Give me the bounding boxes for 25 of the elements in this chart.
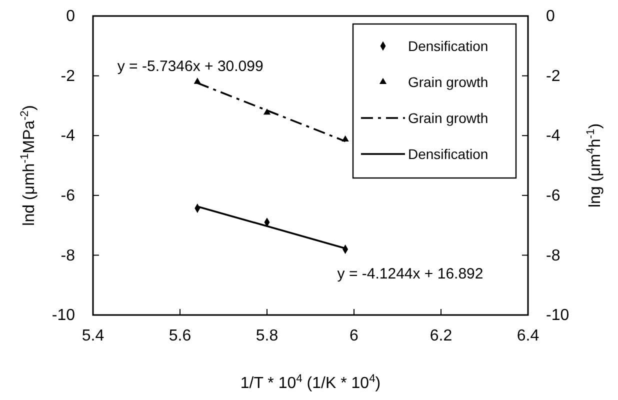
y2-tick-label: 0 (546, 8, 555, 26)
y-tick-label: -6 (60, 188, 76, 205)
y-tick-label: 0 (66, 8, 76, 26)
y-tick-label: -4 (60, 128, 76, 145)
annotation: y = -5.7346x + 30.099 (117, 58, 264, 75)
x-tick-label: 5.4 (82, 327, 104, 344)
y2-tick-label: -4 (546, 128, 560, 145)
legend-label: Grain growth (408, 110, 488, 126)
annotation: y = -4.1244x + 16.892 (337, 265, 484, 282)
legend-label: Grain growth (408, 74, 488, 90)
y-tick-label: -2 (60, 68, 76, 85)
y-tick-label: -10 (52, 307, 76, 324)
y2-tick-label: -2 (546, 68, 560, 85)
y2-tick-label: -10 (546, 307, 570, 324)
y-tick-label: -8 (60, 247, 76, 264)
x-tick-label: 6 (350, 327, 359, 344)
x-tick-label: 5.6 (168, 327, 192, 344)
x-tick-label: 6.2 (430, 327, 452, 344)
x-tick-label: 6.4 (516, 327, 540, 344)
legend-label: Densification (408, 38, 488, 54)
y2-tick-label: -8 (546, 247, 560, 264)
x-axis-title: 1/T * 10$^{4}$ (1/K * 10$^{4}$) (240, 373, 381, 392)
x-tick-label: 5.8 (256, 327, 278, 344)
y2-tick-label: -6 (546, 188, 560, 205)
legend-label: Densification (408, 146, 488, 162)
